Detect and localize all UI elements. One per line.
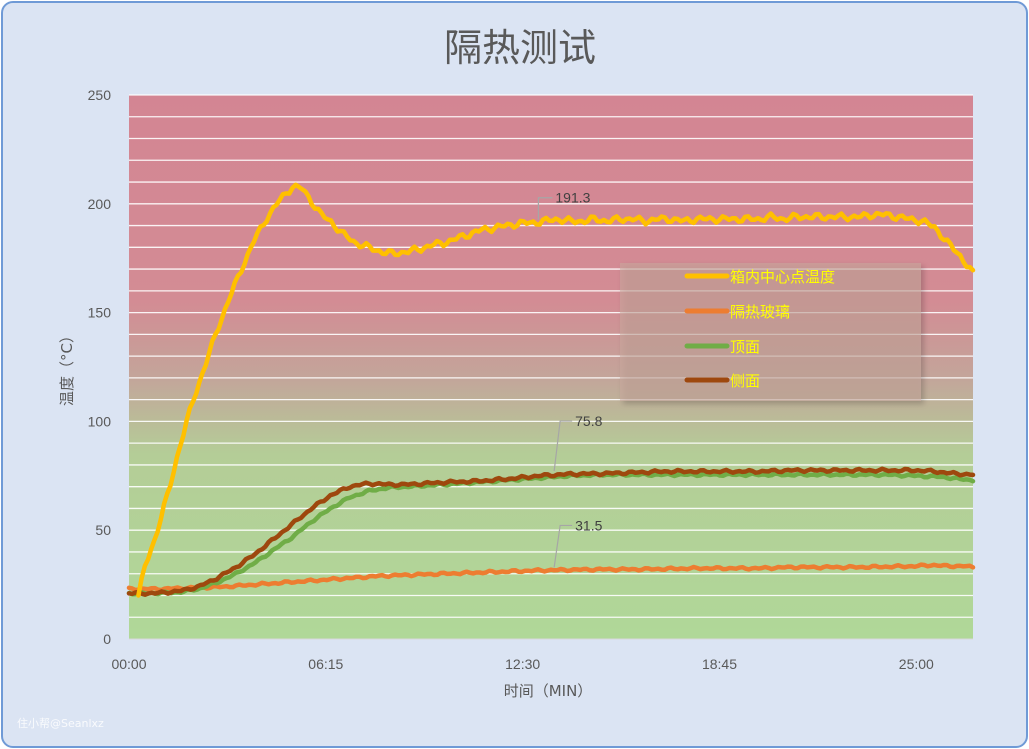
legend-item-2: 顶面 bbox=[684, 338, 760, 356]
y-tick-label: 200 bbox=[88, 196, 112, 212]
x-tick-label: 18:45 bbox=[702, 656, 737, 672]
legend-label-2: 顶面 bbox=[730, 338, 760, 356]
legend-label-1: 隔热玻璃 bbox=[730, 303, 790, 321]
legend-item-1: 隔热玻璃 bbox=[684, 303, 790, 321]
x-axis-ticks: 00:00 06:15 12:30 18:45 25:00 bbox=[111, 656, 934, 672]
chart-title: 隔热测试 bbox=[444, 26, 596, 70]
y-tick-label: 50 bbox=[95, 522, 111, 538]
annotation-leader bbox=[537, 197, 553, 220]
y-tick-label: 250 bbox=[88, 87, 112, 103]
data-annotations: 191.3 75.8 31.5 bbox=[537, 190, 603, 568]
y-tick-label: 0 bbox=[103, 631, 111, 647]
legend: 箱内中心点温度 隔热玻璃 顶面 侧面 bbox=[620, 263, 921, 401]
series-line-0 bbox=[136, 182, 976, 598]
y-axis-title: 温度（°C） bbox=[58, 328, 76, 406]
legend-item-3: 侧面 bbox=[684, 372, 760, 390]
series-lines bbox=[126, 182, 976, 598]
legend-label-0: 箱内中心点温度 bbox=[730, 268, 835, 286]
x-tick-label: 12:30 bbox=[505, 656, 540, 672]
series-line-1 bbox=[126, 562, 976, 593]
legend-item-0: 箱内中心点温度 bbox=[684, 268, 835, 286]
y-tick-label: 100 bbox=[88, 413, 112, 429]
line-chart: 隔热测试 0 50 100 150 200 250 00:00 06:15 12:30 18:4… bbox=[17, 26, 976, 730]
x-tick-label: 06:15 bbox=[308, 656, 343, 672]
annotation-label: 31.5 bbox=[575, 517, 602, 533]
legend-label-3: 侧面 bbox=[730, 372, 760, 390]
x-axis-title: 时间（MIN） bbox=[504, 682, 593, 700]
annotation-label: 191.3 bbox=[555, 190, 590, 206]
series-line-3 bbox=[126, 466, 976, 597]
annotation-label: 75.8 bbox=[575, 413, 602, 429]
y-tick-label: 150 bbox=[88, 305, 112, 321]
x-tick-label: 00:00 bbox=[111, 656, 146, 672]
legend-box bbox=[620, 263, 921, 401]
annotation-leader bbox=[553, 420, 573, 472]
annotation-leader bbox=[553, 524, 573, 568]
y-axis-ticks: 0 50 100 150 200 250 bbox=[88, 87, 112, 647]
watermark: 住小帮@Seanlxz bbox=[17, 716, 104, 730]
x-tick-label: 25:00 bbox=[899, 656, 934, 672]
